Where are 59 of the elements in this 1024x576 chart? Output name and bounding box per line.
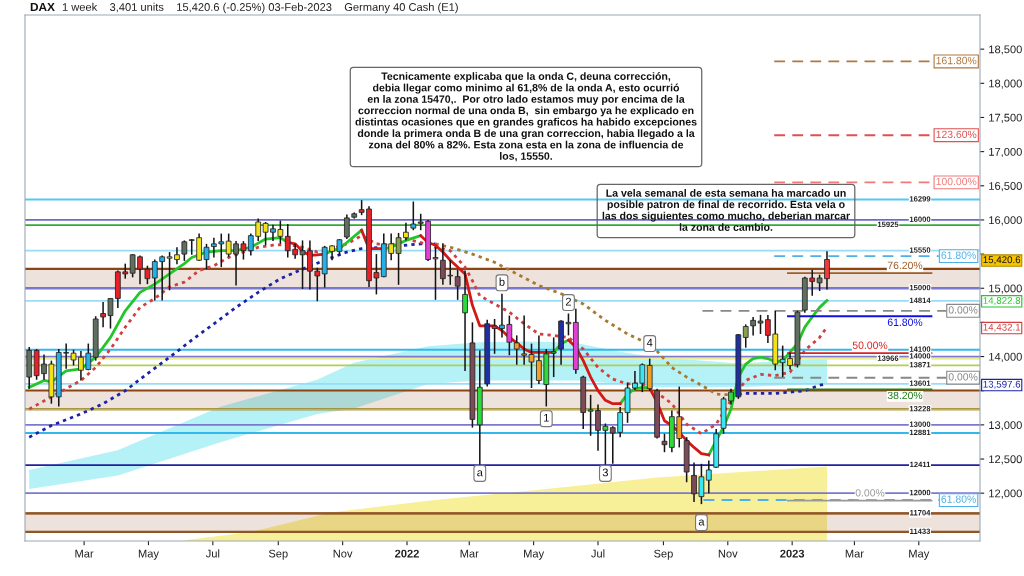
series-label: 0.00% — [855, 489, 885, 497]
series-label: 38.20% — [887, 391, 923, 400]
chart-subtitle: 1 week 3,401 units 15,420.6 (-0.25%) 03-Feb-2023 Germany 40 Cash (E1) — [62, 2, 458, 14]
chart-title: DAX — [30, 2, 55, 12]
x-tick-label: Nov — [718, 549, 738, 558]
candlestick — [550, 336, 557, 378]
candlestick — [462, 269, 468, 372]
y-tick-label: 17,000 — [989, 147, 1022, 158]
y-tick-label: 18,000 — [989, 79, 1022, 89]
candlestick — [454, 269, 461, 301]
candlestick — [646, 357, 653, 392]
candlestick — [513, 334, 520, 366]
x-tick-label: May — [138, 549, 159, 560]
series-label: 50.00% — [852, 341, 888, 349]
candlestick — [705, 459, 712, 494]
annotation: 2 — [565, 297, 571, 306]
y2-tick-label: 13,597.6 — [983, 380, 1021, 389]
x-tick-label: Sep — [268, 549, 288, 560]
candlestick — [742, 323, 749, 349]
series-label: 76.20% — [887, 261, 923, 270]
y-tick-label: 14,000 — [989, 352, 1022, 363]
y-tick-label: 16,000 — [989, 216, 1022, 226]
x-tick-label: 2022 — [395, 549, 419, 558]
annotation: 1 — [544, 413, 549, 422]
y-tick-label: 13,000 — [989, 421, 1022, 431]
y-tick-label: 16,500 — [989, 182, 1022, 192]
y-tick-label: 15,000 — [989, 284, 1022, 294]
annotation: 3 — [602, 468, 608, 477]
x-tick-label: Mar — [845, 549, 864, 558]
y2-tick-label: 15,420.6 — [983, 256, 1021, 265]
series-label: 61.80% — [941, 495, 976, 503]
series-label: 61.80% — [887, 318, 923, 326]
annotation: a — [698, 519, 705, 526]
series-label: 161.80% — [936, 56, 977, 65]
x-tick-label: May — [524, 549, 545, 560]
y-tick-label: 17,500 — [989, 113, 1022, 123]
x-tick-label: Nov — [333, 549, 353, 558]
y2-tick-label: 14,822.8 — [983, 297, 1021, 306]
x-tick-label: 2023 — [780, 549, 805, 558]
x-tick-label: Jul — [591, 549, 605, 558]
annotation: a — [477, 470, 483, 477]
series-label: 0.00% — [948, 306, 978, 314]
annotation: 4 — [646, 338, 653, 347]
x-tick-label: Jul — [205, 549, 220, 558]
x-tick-label: Sep — [654, 549, 673, 560]
x-tick-label: Mar — [460, 549, 479, 558]
candlestick — [410, 200, 417, 231]
y-tick-label: 12,500 — [989, 455, 1022, 465]
annotation: b — [499, 277, 505, 286]
series-label: 123.60% — [936, 130, 977, 139]
series-label: 61.80% — [941, 251, 976, 259]
y2-tick-label: 14,432.1 — [983, 323, 1021, 332]
series-label: 100.00% — [936, 177, 977, 186]
x-tick-label: Mar — [75, 549, 94, 558]
y-tick-label: 18,500 — [989, 45, 1022, 55]
x-tick-label: May — [909, 549, 930, 560]
y-tick-label: 12,000 — [989, 489, 1022, 499]
annotation: Tecnicamente explicaba que la onda C, deuna corrección, debia llegar como minimo al 61,8% de la onda A, esto ocurrió en la zona 15470,. Por otro lado estamos muy por encima de la correccion normal de una onda B, sin embargo ya he explicado en distintas ocasiones que en grandes graficos ha habido excepciones donde la primera onda B de una gran correccion, habia llegado a la zona del 80% a 82%. Esta zona esta en la zona de influencia de los, 15550. — [355, 72, 697, 162]
series-label: 0.00% — [948, 373, 978, 381]
